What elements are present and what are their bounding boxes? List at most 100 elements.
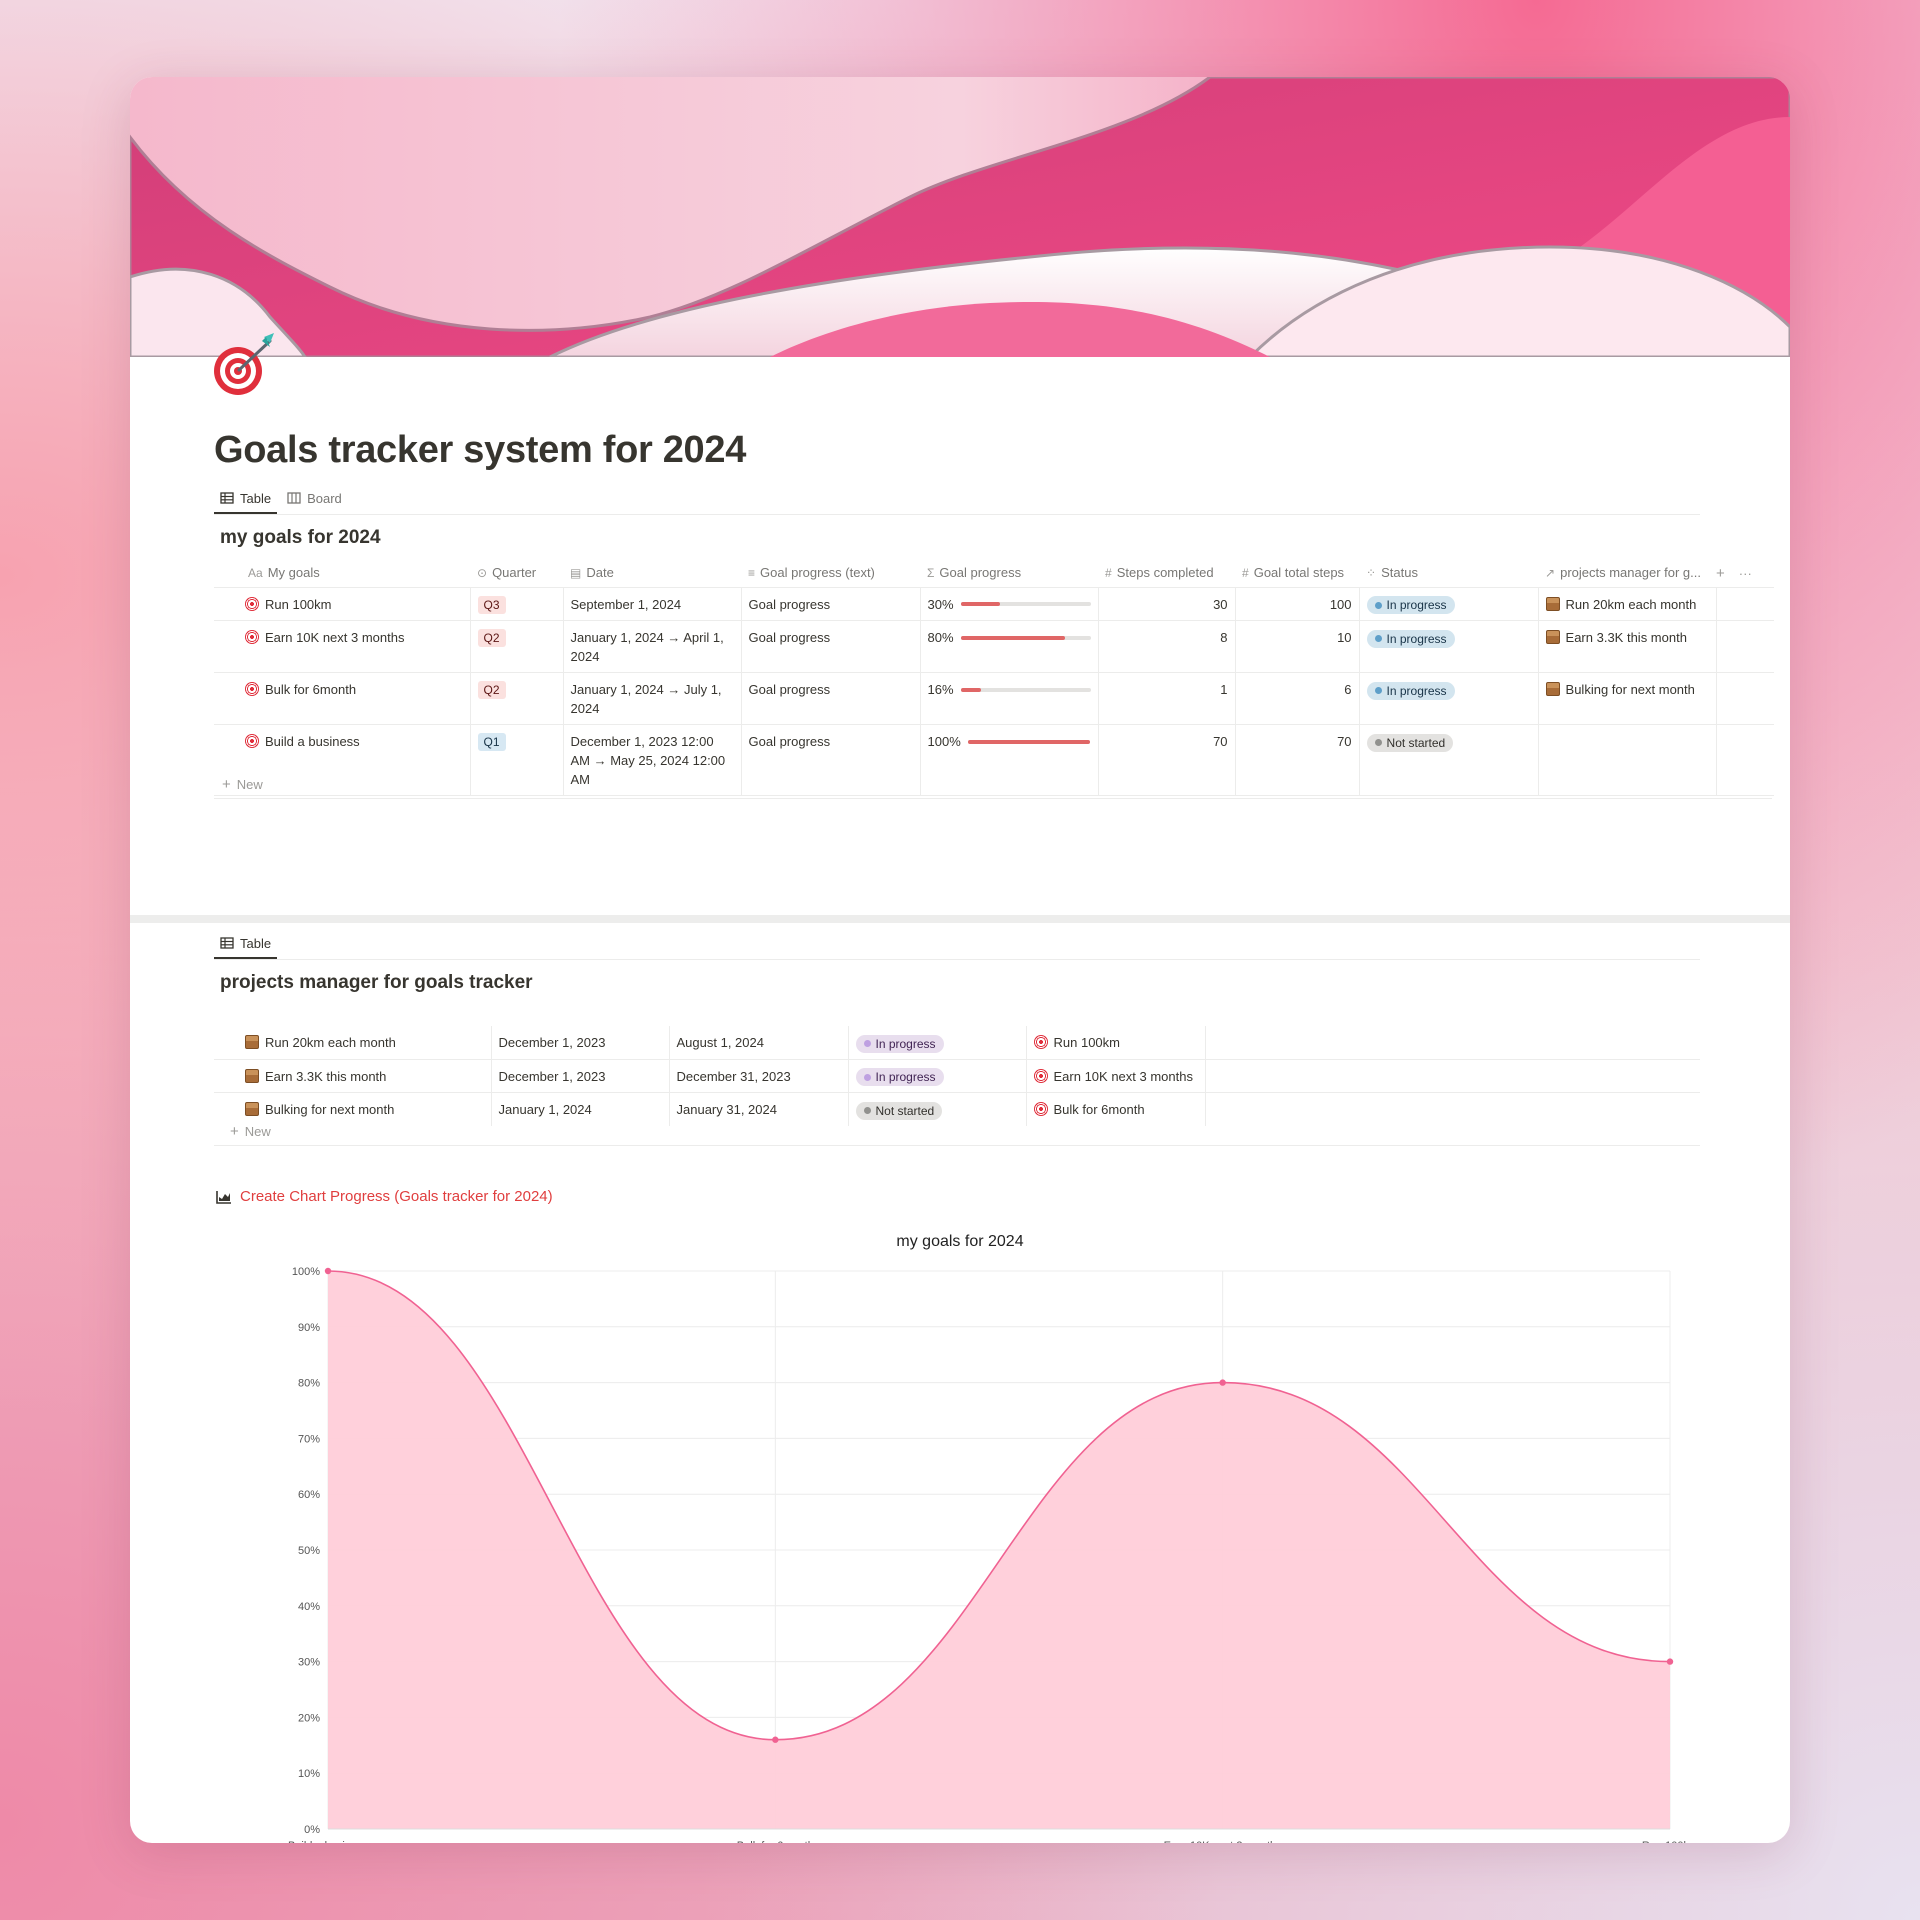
project-name-cell[interactable]: Run 20km each month — [214, 1026, 492, 1059]
total-steps-cell[interactable]: 70 — [1235, 724, 1360, 796]
empty-cell — [1205, 1058, 1700, 1093]
quarter-cell[interactable]: Q2 — [470, 620, 564, 673]
end-date-cell[interactable]: January 31, 2024 — [669, 1092, 849, 1126]
project-relation-cell[interactable]: Earn 3.3K this month — [1538, 620, 1717, 673]
table-row[interactable]: Build a business Q1 December 1, 2023 12:… — [214, 724, 1775, 796]
column-header[interactable]: # Goal total steps — [1242, 565, 1345, 580]
target-icon — [1033, 1102, 1048, 1116]
progress-text-cell[interactable]: Goal progress — [741, 724, 921, 796]
table-row[interactable]: Run 20km each month December 1, 2023 Aug… — [214, 1026, 1700, 1059]
project-relation-cell[interactable]: Bulking for next month — [1538, 672, 1717, 725]
table-row[interactable]: Earn 10K next 3 months Q2 January 1, 202… — [214, 620, 1775, 673]
package-icon — [245, 1068, 259, 1083]
status-cell[interactable]: In progress — [1359, 620, 1539, 673]
quarter-cell[interactable]: Q2 — [470, 672, 564, 725]
column-header[interactable]: Aa My goals — [248, 565, 320, 580]
progress-text-cell[interactable]: Goal progress — [741, 672, 921, 725]
table-row[interactable]: Run 100km Q3 September 1, 2024 Goal prog… — [214, 586, 1775, 621]
add-property-button[interactable]: + — [1716, 565, 1725, 582]
progress-bar — [967, 739, 1090, 744]
data-point — [772, 1736, 779, 1743]
status-cell[interactable]: In progress — [1359, 586, 1539, 621]
goal-relation-cell[interactable]: Run 100km — [1026, 1026, 1206, 1059]
column-header[interactable]: ⊙ Quarter — [477, 565, 537, 580]
quarter-cell[interactable]: Q1 — [470, 724, 564, 796]
start-date-cell[interactable]: December 1, 2023 — [491, 1058, 670, 1093]
quarter-tag: Q3 — [477, 595, 506, 614]
page-title: Goals tracker system for 2024 — [214, 429, 747, 471]
tab-table[interactable]: Table — [214, 485, 278, 514]
start-date-cell[interactable]: January 1, 2024 — [491, 1092, 670, 1126]
goal-name-cell[interactable]: Build a business — [214, 724, 471, 796]
projects-table: Run 20km each month December 1, 2023 Aug… — [214, 1026, 1700, 1126]
progress-text-cell[interactable]: Goal progress — [741, 620, 921, 673]
total-steps-cell[interactable]: 10 — [1235, 620, 1360, 673]
status-cell[interactable]: Not started — [848, 1092, 1027, 1126]
start-date-cell[interactable]: December 1, 2023 — [491, 1026, 670, 1059]
project-name-cell[interactable]: Bulking for next month — [214, 1092, 492, 1126]
calendar-icon: ▤ — [570, 566, 582, 580]
progress-text-cell[interactable]: Goal progress — [741, 586, 921, 621]
new-row-button[interactable]: + New — [230, 1123, 271, 1140]
goal-name-cell[interactable]: Earn 10K next 3 months — [214, 620, 471, 673]
create-chart-link[interactable]: Create Chart Progress (Goals tracker for… — [216, 1188, 553, 1205]
steps-completed-cell[interactable]: 30 — [1098, 586, 1236, 621]
status-cell[interactable]: In progress — [848, 1026, 1027, 1059]
steps-completed-cell[interactable]: 8 — [1098, 620, 1236, 673]
goal-relation-cell[interactable]: Bulk for 6month — [1026, 1092, 1206, 1126]
date-cell[interactable]: January 1, 2024 → July 1, 2024 — [563, 672, 742, 725]
quarter-cell[interactable]: Q3 — [470, 586, 564, 621]
status-cell[interactable]: Not started — [1359, 724, 1539, 796]
status-badge: In progress — [855, 1034, 944, 1053]
y-tick-label: 90% — [298, 1322, 320, 1334]
table-row[interactable]: Bulk for 6month Q2 January 1, 2024 → Jul… — [214, 672, 1775, 725]
end-date-cell[interactable]: December 31, 2023 — [669, 1058, 849, 1093]
steps-completed-cell[interactable]: 1 — [1098, 672, 1236, 725]
progress-bar — [960, 602, 1091, 606]
target-icon — [245, 682, 259, 696]
date-cell[interactable]: December 1, 2023 12:00 AM → May 25, 2024… — [563, 724, 742, 796]
target-icon[interactable] — [212, 331, 276, 395]
empty-cell — [1716, 586, 1775, 621]
chart-title: my goals for 2024 — [896, 1233, 1024, 1250]
date-cell[interactable]: January 1, 2024 → April 1, 2024 — [563, 620, 742, 673]
target-icon — [1033, 1068, 1048, 1083]
database-title[interactable]: projects manager for goals tracker — [220, 972, 533, 993]
total-steps-cell[interactable]: 6 — [1235, 672, 1360, 725]
status-badge: In progress — [855, 1068, 944, 1086]
column-header[interactable]: ≡ Goal progress (text) — [748, 565, 875, 580]
page-cover-image[interactable] — [130, 77, 1790, 357]
text-property-icon: Aa — [248, 566, 263, 580]
table-row[interactable]: Earn 3.3K this month December 1, 2023 De… — [214, 1058, 1700, 1093]
new-row-button[interactable]: + New — [222, 776, 263, 793]
more-options-button[interactable]: ··· — [1738, 566, 1752, 581]
table-row[interactable]: Bulking for next month January 1, 2024 J… — [214, 1092, 1700, 1126]
column-header[interactable]: ⁘ Status — [1366, 565, 1418, 580]
y-tick-label: 50% — [298, 1545, 320, 1557]
project-relation-cell[interactable]: Run 20km each month — [1538, 586, 1717, 621]
goal-name-cell[interactable]: Bulk for 6month — [214, 672, 471, 725]
tab-board[interactable]: Board — [281, 485, 348, 511]
project-name-cell[interactable]: Earn 3.3K this month — [214, 1058, 492, 1093]
series-line — [327, 1270, 1671, 1741]
goal-name-cell[interactable]: Run 100km — [214, 586, 471, 621]
status-cell[interactable]: In progress — [1359, 672, 1539, 725]
end-date-cell[interactable]: August 1, 2024 — [669, 1026, 849, 1059]
column-header[interactable]: ↗ projects manager for g... — [1545, 565, 1701, 580]
column-header[interactable]: Σ Goal progress — [927, 565, 1022, 580]
area-fill — [328, 1271, 1670, 1829]
steps-completed-cell[interactable]: 70 — [1098, 724, 1236, 796]
database-title[interactable]: my goals for 2024 — [220, 527, 381, 548]
goal-relation-cell[interactable]: Earn 10K next 3 months — [1026, 1058, 1206, 1093]
data-point — [1219, 1379, 1226, 1386]
project-relation-cell[interactable] — [1538, 724, 1717, 796]
date-cell[interactable]: September 1, 2024 — [563, 586, 742, 621]
column-header[interactable]: # Steps completed — [1105, 565, 1214, 580]
table-bottom-border — [214, 795, 1775, 796]
package-icon — [245, 1035, 259, 1049]
tab-table[interactable]: Table — [214, 930, 278, 959]
status-cell[interactable]: In progress — [848, 1058, 1027, 1093]
total-steps-cell[interactable]: 100 — [1235, 586, 1360, 621]
empty-cell — [1716, 672, 1775, 725]
column-header[interactable]: ▤ Date — [570, 565, 614, 580]
